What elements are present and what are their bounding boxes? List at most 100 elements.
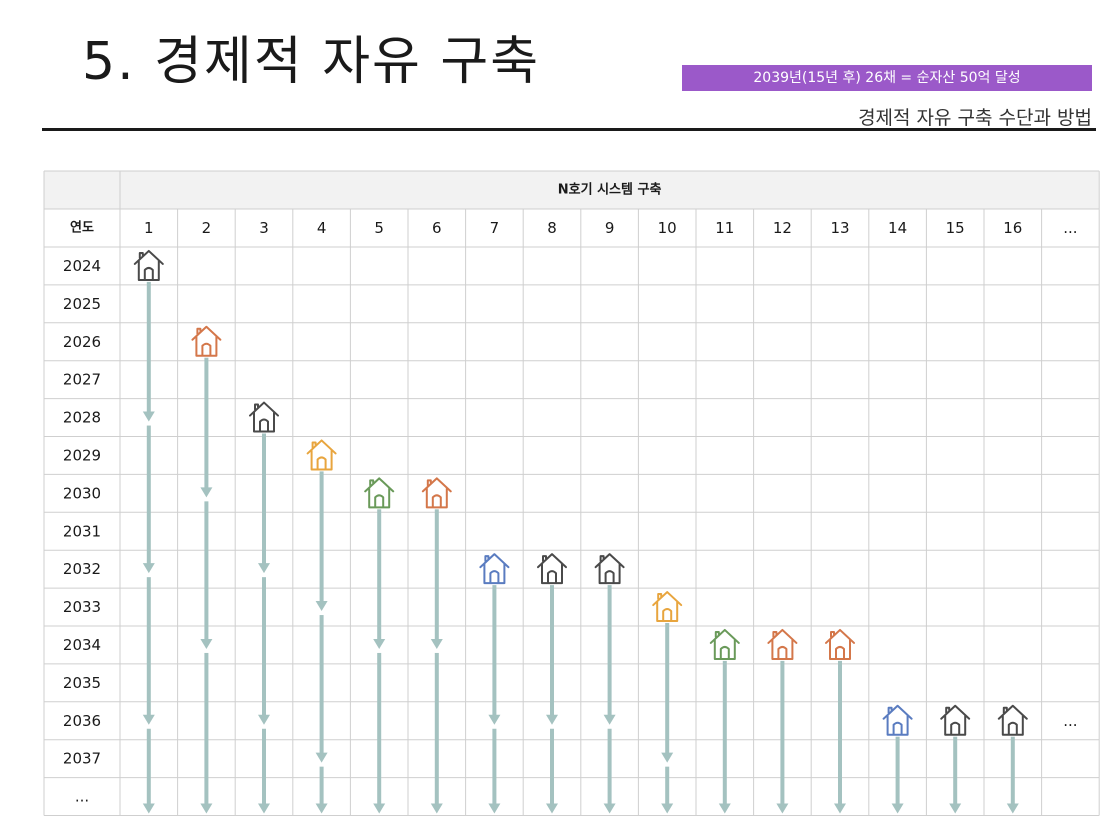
arrow-head	[142, 411, 155, 422]
goal-badge: 2039년(15년 후) 26채 = 순자산 50억 달성	[682, 65, 1092, 91]
group-header-bg	[44, 171, 1100, 209]
unit-column-label: 8	[547, 219, 557, 237]
arrow-head	[891, 803, 904, 814]
arrow-shaft	[146, 281, 151, 413]
arrow-shaft	[953, 736, 958, 805]
unit-column-label: 1	[144, 219, 154, 237]
year-row-label: 2024	[63, 257, 101, 275]
group-header-label: N호기 시스템 구축	[558, 182, 662, 198]
house-icon	[767, 628, 798, 660]
arrow-head	[315, 601, 328, 612]
arrow-shaft	[665, 623, 670, 754]
continuation-mark: ...	[1063, 712, 1077, 730]
arrow-head	[546, 803, 558, 814]
arrow-shaft	[204, 501, 209, 640]
house-icon	[594, 553, 625, 585]
year-row-label: 2025	[63, 295, 101, 313]
arrow-shaft	[204, 652, 209, 805]
arrow-head	[200, 803, 213, 814]
arrow-shaft	[1010, 736, 1015, 805]
house-icon	[364, 477, 395, 509]
arrow-shaft	[262, 728, 266, 805]
arrow-head	[546, 714, 558, 725]
arrow-shaft	[895, 736, 900, 805]
arrow-shaft	[434, 509, 439, 640]
unit-column-label: 2	[202, 219, 212, 237]
year-row-label: ...	[75, 788, 89, 806]
house-icon	[940, 704, 971, 736]
arrow-shaft	[262, 433, 266, 565]
unit-column-label: 7	[490, 219, 500, 237]
unit-column-label: 11	[715, 219, 734, 237]
arrow-shaft	[722, 660, 727, 805]
unit-column-label: 4	[317, 219, 327, 237]
arrow-head	[603, 803, 616, 814]
house-icon	[133, 249, 164, 281]
arrow-shaft	[550, 585, 554, 716]
arrow-head	[258, 563, 270, 574]
year-row-label: 2029	[63, 446, 101, 464]
year-row-label: 2035	[63, 674, 101, 692]
house-icon	[652, 591, 683, 623]
arrow-head	[603, 714, 616, 725]
unit-column-label: 12	[773, 219, 792, 237]
unit-column-label: 16	[1003, 219, 1022, 237]
arrow-head	[488, 714, 501, 725]
arrow-head	[430, 638, 443, 649]
arrow-head	[142, 803, 155, 814]
house-icon	[249, 401, 279, 433]
arrow-head	[258, 714, 270, 725]
arrow-shaft	[780, 660, 785, 805]
arrow-shaft	[607, 728, 612, 805]
arrow-head	[315, 803, 328, 814]
arrow-head	[776, 803, 789, 814]
year-row-label: 2037	[63, 750, 101, 768]
arrow-head	[200, 638, 213, 649]
house-icon	[421, 477, 452, 509]
house-icon	[882, 704, 913, 736]
arrow-shaft	[838, 660, 842, 805]
year-row-label: 2026	[63, 333, 101, 351]
arrow-head	[142, 563, 155, 574]
year-row-label: 2028	[63, 409, 101, 427]
unit-column-label: 9	[605, 219, 615, 237]
house-icon	[997, 704, 1028, 736]
year-row-label: 2036	[63, 712, 101, 730]
unit-column-label: 10	[658, 219, 677, 237]
arrow-shaft	[146, 577, 151, 716]
house-icon	[479, 553, 510, 585]
arrow-shaft	[319, 471, 324, 603]
arrow-head	[258, 803, 270, 814]
house-icon	[825, 628, 855, 660]
arrow-shaft	[492, 585, 497, 716]
arrow-shaft	[204, 357, 209, 489]
house-icon	[709, 628, 740, 660]
arrow-shaft	[665, 766, 670, 805]
arrow-head	[834, 803, 846, 814]
page-title: 5. 경제적 자유 구축	[82, 32, 541, 92]
arrow-shaft	[434, 652, 439, 805]
year-row-label: 2033	[63, 598, 101, 616]
year-row-label: 2030	[63, 484, 101, 502]
house-icon	[191, 325, 222, 357]
arrow-shaft	[550, 728, 554, 805]
unit-column-label: 6	[432, 219, 442, 237]
arrow-shaft	[377, 509, 382, 640]
arrow-shaft	[607, 585, 612, 716]
arrow-shaft	[146, 425, 151, 565]
arrow-shaft	[146, 728, 151, 805]
arrow-shaft	[492, 728, 497, 805]
arrow-head	[661, 803, 674, 814]
arrow-head	[488, 803, 501, 814]
arrow-head	[949, 803, 962, 814]
arrow-head	[661, 752, 674, 763]
unit-column-label: 15	[946, 219, 965, 237]
title-divider	[42, 128, 1096, 131]
year-header-label: 연도	[70, 221, 94, 236]
page-subtitle: 경제적 자유 구축 수단과 방법	[858, 107, 1092, 129]
unit-column-label: ...	[1063, 219, 1077, 237]
arrow-head	[315, 752, 328, 763]
arrow-head	[718, 803, 731, 814]
year-row-label: 2032	[63, 560, 101, 578]
